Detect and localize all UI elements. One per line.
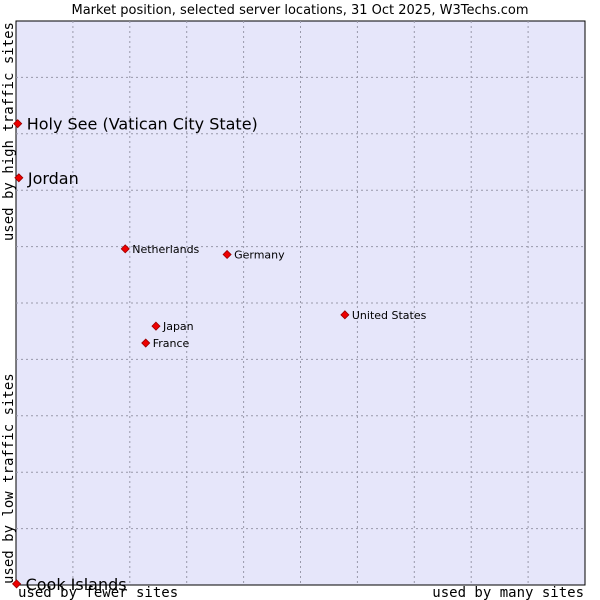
y-axis-label-bottom: used by low traffic sites bbox=[1, 373, 17, 584]
point-label-germany: Germany bbox=[234, 248, 285, 261]
point-marker-jordan bbox=[14, 173, 24, 183]
x-axis-label-right: used by many sites bbox=[432, 585, 584, 600]
chart-title: Market position, selected server locatio… bbox=[71, 3, 528, 18]
grid-lines bbox=[16, 21, 585, 585]
point-marker-holy-see-vatican-city-state bbox=[13, 119, 23, 129]
x-axis-label-left: used by fewer sites bbox=[18, 585, 178, 600]
point-label-holy-see-vatican-city-state: Holy See (Vatican City State) bbox=[27, 115, 258, 134]
point-marker-cook-islands bbox=[12, 579, 22, 589]
point-label-japan: Japan bbox=[162, 320, 194, 333]
point-label-united-states: United States bbox=[352, 309, 427, 322]
point-label-cook-islands: Cook Islands bbox=[26, 575, 127, 594]
point-label-jordan: Jordan bbox=[27, 169, 79, 188]
point-label-france: France bbox=[153, 337, 190, 350]
point-marker-japan bbox=[151, 321, 161, 331]
data-points: Holy See (Vatican City State) Jordan Nethe… bbox=[12, 115, 427, 594]
point-marker-germany bbox=[222, 249, 232, 260]
point-label-netherlands: Netherlands bbox=[132, 243, 199, 256]
y-axis-label-top: used by high traffic sites bbox=[1, 22, 17, 241]
point-marker-netherlands bbox=[120, 244, 130, 254]
point-marker-france bbox=[141, 338, 151, 348]
point-marker-united-states bbox=[340, 310, 350, 320]
